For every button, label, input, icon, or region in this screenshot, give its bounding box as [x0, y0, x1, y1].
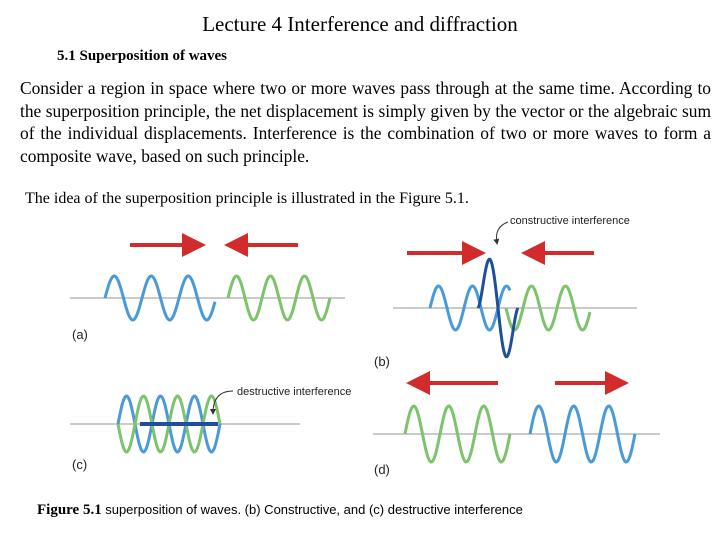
label: destructive interference	[237, 386, 351, 398]
axes	[70, 297, 660, 435]
paragraph: Consider a region in space where two or …	[20, 78, 711, 166]
panel-label: (c)	[72, 457, 87, 472]
caption-text: superposition of waves. (b) Constructive…	[105, 502, 523, 517]
caption: Figure 5.1 superposition of waves. (b) C…	[37, 502, 523, 519]
title: Lecture 4 Interference and diffraction	[202, 12, 518, 36]
wave	[403, 404, 512, 464]
wave	[226, 274, 332, 322]
wave	[476, 257, 520, 359]
figure: constructive interference destructive in…	[70, 215, 660, 477]
pointer	[210, 390, 234, 415]
intro-text: The idea of the superposition principle …	[25, 190, 469, 207]
wave	[528, 404, 637, 464]
section-heading: 5.1 Superposition of waves	[57, 48, 228, 64]
panel-label: (a)	[72, 327, 88, 342]
panel-label: (b)	[374, 354, 390, 369]
wave	[103, 274, 217, 322]
label: constructive interference	[510, 215, 630, 227]
wave	[504, 284, 592, 332]
caption-label: Figure 5.1	[37, 502, 102, 518]
waves	[103, 257, 637, 464]
wave	[428, 284, 512, 332]
pointer	[493, 221, 509, 245]
arrows	[130, 233, 629, 395]
panel-label: (d)	[374, 462, 390, 477]
